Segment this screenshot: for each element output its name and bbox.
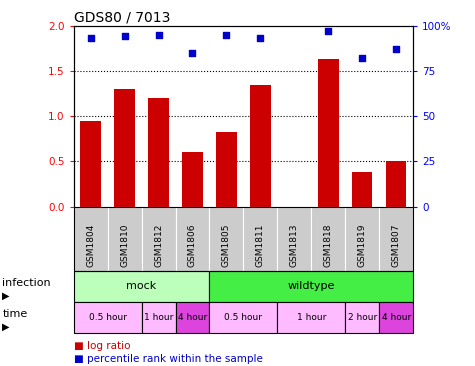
Bar	[386, 161, 407, 207]
Bar	[318, 59, 339, 207]
Text: GSM1812: GSM1812	[154, 224, 163, 267]
Text: 1 hour: 1 hour	[144, 313, 173, 322]
Point	[87, 36, 95, 41]
Bar	[80, 121, 101, 207]
Point	[359, 55, 366, 61]
Bar	[216, 132, 237, 207]
Text: 0.5 hour: 0.5 hour	[88, 313, 126, 322]
Text: 1 hour: 1 hour	[297, 313, 326, 322]
Text: GSM1807: GSM1807	[392, 224, 401, 267]
Text: 4 hour: 4 hour	[381, 313, 411, 322]
Point	[155, 32, 162, 38]
Bar	[352, 172, 372, 207]
Text: 2 hour: 2 hour	[348, 313, 377, 322]
Text: ■ percentile rank within the sample: ■ percentile rank within the sample	[74, 354, 263, 365]
Text: GSM1818: GSM1818	[324, 224, 333, 267]
Text: ▶: ▶	[2, 322, 10, 332]
Point	[189, 50, 196, 56]
Text: GSM1810: GSM1810	[120, 224, 129, 267]
Text: GDS80 / 7013: GDS80 / 7013	[74, 11, 170, 25]
Point	[121, 34, 128, 40]
Bar	[182, 152, 203, 207]
Text: mock: mock	[126, 281, 157, 291]
Text: GSM1811: GSM1811	[256, 224, 265, 267]
Bar	[114, 89, 135, 207]
Point	[223, 32, 230, 38]
Bar	[250, 85, 271, 207]
Text: ▶: ▶	[2, 291, 10, 300]
Point	[256, 36, 264, 41]
Point	[392, 46, 400, 52]
Bar	[148, 98, 169, 207]
Text: GSM1806: GSM1806	[188, 224, 197, 267]
Text: time: time	[2, 309, 28, 319]
Text: GSM1805: GSM1805	[222, 224, 231, 267]
Text: wildtype: wildtype	[288, 281, 335, 291]
Text: GSM1804: GSM1804	[86, 224, 95, 267]
Text: 4 hour: 4 hour	[178, 313, 207, 322]
Point	[324, 28, 332, 34]
Text: 0.5 hour: 0.5 hour	[224, 313, 262, 322]
Text: GSM1819: GSM1819	[358, 224, 367, 267]
Text: ■ log ratio: ■ log ratio	[74, 341, 130, 351]
Text: infection: infection	[2, 278, 51, 288]
Text: GSM1813: GSM1813	[290, 224, 299, 267]
